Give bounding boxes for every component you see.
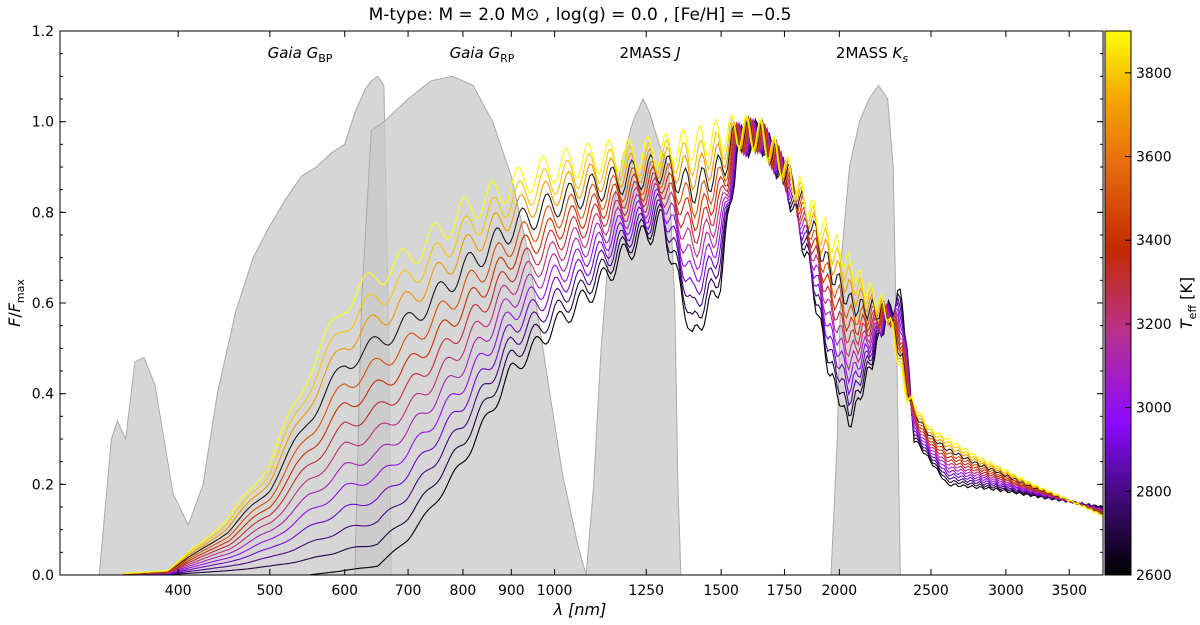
x-tick-label: 900: [498, 583, 525, 599]
colorbar-tick-label: 3200: [1136, 317, 1172, 333]
colorbar-tick-label: 3800: [1136, 66, 1172, 82]
spectrum-2600K: [123, 118, 1103, 575]
band-label-2: Gaia GRP: [450, 44, 515, 65]
x-tick-label: 1750: [767, 583, 803, 599]
colorbar-tick-label: 3400: [1136, 233, 1172, 249]
spectrum-3700K: [123, 116, 1103, 575]
y-tick-label: 1.2: [32, 24, 54, 40]
x-tick-label: 600: [331, 583, 358, 599]
colorbar-tick-label: 3600: [1136, 150, 1172, 166]
spectrum-3800K: [123, 114, 1103, 575]
x-tick-label: 3000: [988, 583, 1024, 599]
y-tick-label: 0.2: [32, 477, 54, 493]
colorbar: [1104, 30, 1132, 576]
x-tick-label: 500: [256, 583, 283, 599]
x-tick-label: 400: [165, 583, 192, 599]
band-label-1: Gaia GBP: [268, 44, 333, 65]
filter-band-2: [354, 75, 587, 575]
band-label-4: 2MASS Ks: [836, 44, 908, 65]
band-label-3: 2MASS J: [620, 44, 681, 62]
spectrum-3300K: [123, 116, 1103, 575]
colorbar-label: Teff [K]: [1177, 277, 1199, 329]
spectrum-3500K: [123, 116, 1103, 575]
colorbar-tick-label: 2600: [1136, 568, 1172, 584]
x-tick-label: 1250: [628, 583, 664, 599]
filter-bands: [98, 75, 901, 575]
spectrum-3900K: [123, 113, 1103, 575]
spectrum-3100K: [123, 119, 1103, 575]
spectrum-3600K: [123, 115, 1103, 575]
spectrum-3400K: [123, 118, 1103, 575]
x-tick-label: 700: [395, 583, 422, 599]
x-tick-label: 800: [450, 583, 477, 599]
filter-band-1: [98, 75, 392, 575]
x-axis: 400 500 600 700 800 900 1000 1250 1500 1750 2000 25…: [165, 31, 1087, 599]
colorbar-ticks: 2600 2800 3000 3200 3400 3600 3800: [1125, 66, 1172, 584]
x-tick-label: 1000: [537, 583, 573, 599]
x-tick-label: 3500: [1051, 583, 1087, 599]
spectrum-3200K: [123, 118, 1103, 575]
spectrum-2900K: [123, 118, 1103, 575]
y-axis-label: F/Fmax: [5, 279, 27, 327]
y-axis: 0.0 0.2 0.4 0.6 0.8 1.0 1.2: [32, 24, 1103, 584]
spectrum-2800K: [123, 119, 1103, 575]
y-tick-label: 0.4: [32, 387, 54, 403]
x-axis-label: λ [nm]: [553, 600, 607, 619]
y-tick-label: 0.0: [32, 568, 54, 584]
colorbar-tick-label: 3000: [1136, 401, 1172, 417]
chart-title: M-type: M = 2.0 M⊙ , log(g) = 0.0 , [Fe/…: [369, 5, 792, 25]
x-tick-label: 1500: [703, 583, 739, 599]
spectrum-3000K: [123, 117, 1103, 575]
y-tick-label: 1.0: [32, 115, 54, 131]
spectrum-2700K: [123, 117, 1103, 575]
x-tick-label: 2000: [822, 583, 858, 599]
y-tick-label: 0.8: [32, 205, 54, 221]
colorbar-tick-label: 2800: [1136, 484, 1172, 500]
x-tick-label: 2500: [913, 583, 949, 599]
y-tick-label: 0.6: [32, 296, 54, 312]
filter-band-labels: Gaia GBP Gaia GRP 2MASS J 2MASS Ks: [268, 44, 909, 65]
spectra-series: [123, 113, 1103, 575]
